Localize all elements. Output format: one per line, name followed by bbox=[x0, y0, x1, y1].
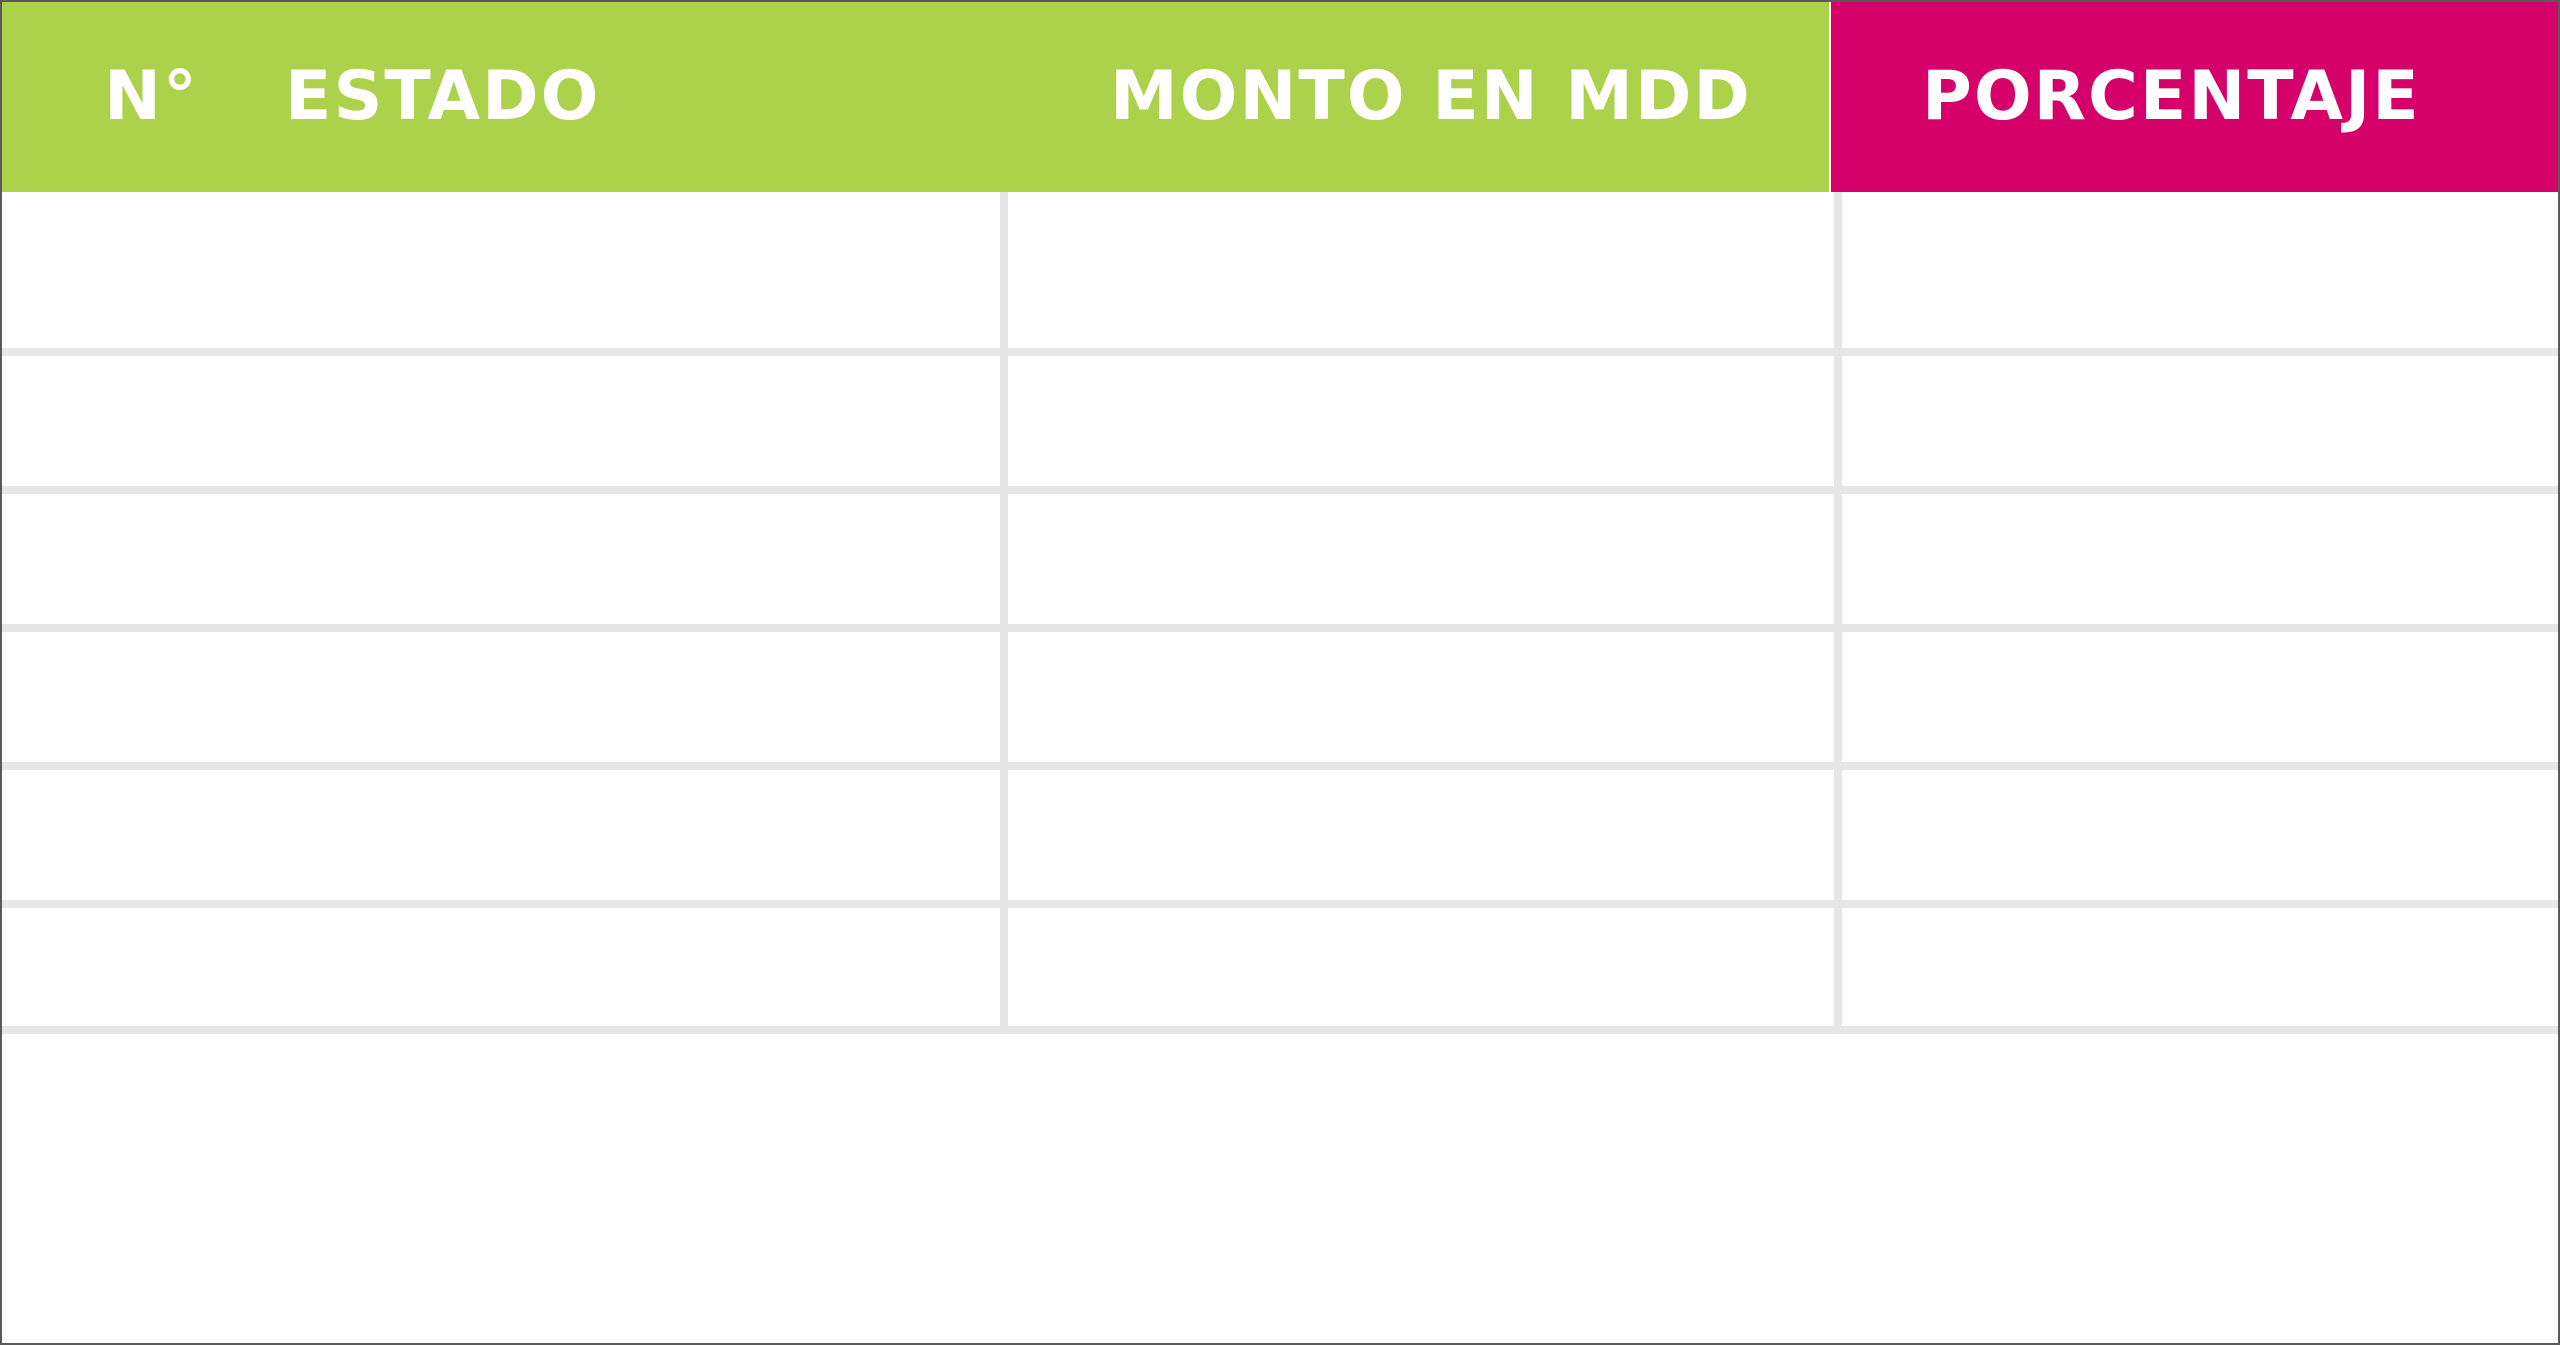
cell-monto bbox=[1008, 632, 1834, 762]
header-porcentaje: PORCENTAJE bbox=[1922, 57, 2421, 136]
cell-monto bbox=[1008, 770, 1834, 900]
cell-porcentaje bbox=[1842, 356, 2558, 486]
header-green-band bbox=[2, 2, 1829, 192]
table-row bbox=[2, 632, 2558, 762]
column-divider bbox=[1834, 192, 1842, 1034]
row-divider bbox=[2, 900, 2558, 908]
row-divider bbox=[2, 624, 2558, 632]
cell-monto bbox=[1008, 494, 1834, 624]
cell-porcentaje bbox=[1842, 494, 2558, 624]
cell-porcentaje bbox=[1842, 908, 2558, 1026]
cell-porcentaje bbox=[1842, 192, 2558, 348]
cell-monto bbox=[1008, 908, 1834, 1026]
table-row bbox=[2, 356, 2558, 486]
cell-porcentaje bbox=[1842, 632, 2558, 762]
cell-estado bbox=[2, 494, 1000, 624]
cell-monto bbox=[1008, 356, 1834, 486]
table-header: N° ESTADO MONTO EN MDD PORCENTAJE bbox=[2, 2, 2558, 192]
cell-estado bbox=[2, 632, 1000, 762]
cell-monto bbox=[1008, 192, 1834, 348]
table-row bbox=[2, 494, 2558, 624]
table-body bbox=[2, 192, 2558, 1034]
table-row bbox=[2, 770, 2558, 900]
table-row bbox=[2, 192, 2558, 348]
cell-porcentaje bbox=[1842, 770, 2558, 900]
header-magenta-band bbox=[1831, 2, 2558, 192]
header-monto: MONTO EN MDD bbox=[1110, 57, 1752, 136]
cell-estado bbox=[2, 770, 1000, 900]
header-number: N° bbox=[104, 57, 199, 136]
row-divider bbox=[2, 486, 2558, 494]
row-divider bbox=[2, 348, 2558, 356]
column-divider bbox=[1000, 192, 1008, 1034]
cell-estado bbox=[2, 908, 1000, 1026]
cell-estado bbox=[2, 356, 1000, 486]
header-estado: ESTADO bbox=[285, 57, 601, 136]
table-bottom-divider bbox=[2, 1026, 2558, 1034]
row-divider bbox=[2, 762, 2558, 770]
table-row bbox=[2, 908, 2558, 1026]
cell-estado bbox=[2, 192, 1000, 348]
